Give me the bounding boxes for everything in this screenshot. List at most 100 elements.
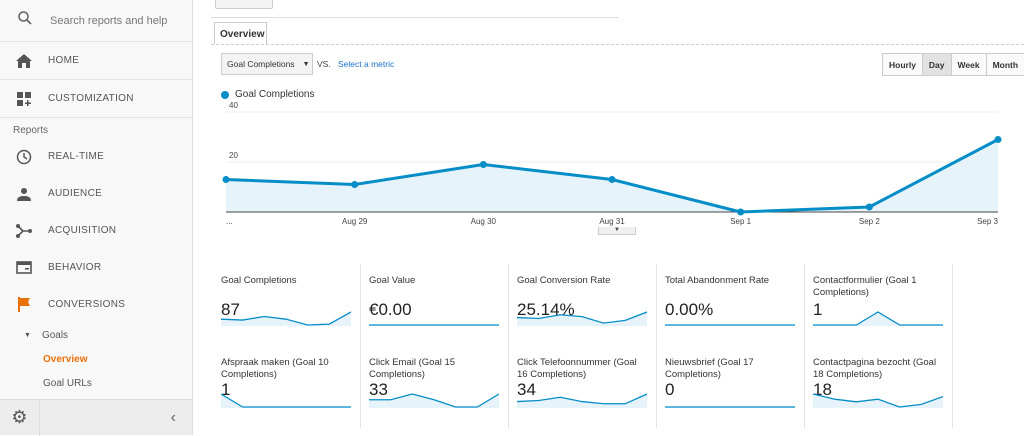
tab-overview[interactable]: Overview bbox=[214, 22, 267, 44]
scorecard-title: Goal Completions bbox=[221, 275, 297, 286]
nav-conversions[interactable]: CONVERSIONS bbox=[0, 286, 192, 323]
sparkline bbox=[369, 324, 499, 326]
metric-select[interactable]: Goal Completions ▼ bbox=[221, 53, 313, 75]
nav-label: REAL-TIME bbox=[48, 151, 105, 162]
scorecard[interactable]: Nieuwsbrief (Goal 17 Completions) 0 bbox=[657, 346, 805, 428]
sparkline-line bbox=[517, 311, 647, 324]
scorecard[interactable]: Afspraak maken (Goal 10 Completions) 1 bbox=[213, 346, 361, 428]
sparkline bbox=[369, 393, 499, 408]
collapse-icon[interactable]: ‹ bbox=[170, 408, 176, 426]
sparkline-fill bbox=[813, 312, 943, 326]
scorecard[interactable]: Goal Value €0.00 bbox=[361, 264, 509, 346]
caret-down-icon: ▼ bbox=[24, 331, 31, 339]
scorecard-value: 33 bbox=[369, 380, 388, 399]
reports-heading: Reports bbox=[13, 125, 49, 136]
scorecard[interactable]: Contactformulier (Goal 1 Completions) 1 bbox=[805, 264, 953, 346]
x-tick-label: ... bbox=[226, 217, 233, 226]
nav-goals-overview[interactable]: Overview bbox=[43, 353, 88, 365]
data-point bbox=[608, 176, 616, 183]
nav-label: CUSTOMIZATION bbox=[48, 93, 134, 104]
x-tick-label: Aug 30 bbox=[471, 217, 497, 226]
period-week[interactable]: Week bbox=[950, 54, 986, 75]
scorecard-title: Goal Value bbox=[369, 275, 416, 286]
scorecard[interactable]: Goal Completions 87 bbox=[213, 264, 361, 346]
period-day[interactable]: Day bbox=[921, 54, 951, 75]
sparkline bbox=[813, 393, 943, 408]
scorecard-title: Contactpagina bezocht (Goal 18 Completio… bbox=[813, 357, 937, 380]
acquisition-icon bbox=[5, 223, 43, 238]
nav-behavior[interactable]: BEHAVIOR bbox=[0, 249, 192, 286]
scorecard[interactable]: Total Abandonment Rate 0.00% bbox=[657, 264, 805, 346]
nav-acquisition[interactable]: ACQUISITION bbox=[0, 212, 192, 249]
nav-label: ACQUISITION bbox=[48, 225, 117, 236]
chart-legend: Goal Completions bbox=[221, 89, 314, 100]
scorecard[interactable]: Goal Conversion Rate 25.14% bbox=[509, 264, 657, 346]
legend-dot bbox=[221, 90, 229, 99]
nav-home[interactable]: HOME bbox=[0, 42, 192, 80]
period-hourly[interactable]: Hourly bbox=[883, 54, 922, 75]
search-bar[interactable]: Search reports and help bbox=[0, 0, 192, 42]
scorecard-value: 87 bbox=[221, 300, 240, 319]
sparkline-fill bbox=[221, 394, 351, 408]
chart-resize-handle[interactable]: ▼ bbox=[598, 227, 636, 235]
sparkline bbox=[665, 324, 795, 326]
data-point bbox=[737, 208, 745, 216]
x-tick-label: Sep 3 bbox=[977, 217, 998, 226]
sparkline bbox=[517, 393, 647, 408]
select-metric-link[interactable]: Select a metric bbox=[338, 59, 395, 69]
area-fill bbox=[226, 139, 998, 212]
top-button[interactable] bbox=[215, 0, 273, 9]
sparkline bbox=[221, 393, 351, 408]
scorecard-value: 0.00% bbox=[665, 300, 714, 319]
x-tick-label: Aug 29 bbox=[342, 217, 368, 226]
clock-icon bbox=[5, 149, 43, 165]
behavior-icon bbox=[5, 261, 43, 274]
line-chart: 40 20... Aug 29 Aug 30 Aug 31 Sep 1 Sep 2 Sep 3 bbox=[222, 101, 1002, 226]
search-icon bbox=[6, 10, 44, 31]
nav-goals[interactable]: ▼ Goals bbox=[0, 323, 192, 347]
period-toggle: Hourly Day Week Month bbox=[882, 53, 1024, 76]
metric-select-value: Goal Completions bbox=[227, 59, 295, 69]
scorecard-value: 18 bbox=[813, 380, 832, 399]
scorecard[interactable]: Click Email (Goal 15 Completions) 33 bbox=[361, 346, 509, 428]
nav-label: BEHAVIOR bbox=[48, 262, 102, 273]
sparkline bbox=[517, 311, 647, 326]
x-tick-label: Sep 2 bbox=[859, 217, 880, 226]
sidebar: Search reports and help HOME CUSTOMIZATI… bbox=[0, 0, 193, 436]
nav-label: Goals bbox=[41, 329, 69, 341]
sparkline-line bbox=[221, 393, 351, 408]
scorecard[interactable]: Contactpagina bezocht (Goal 18 Completio… bbox=[805, 346, 953, 428]
nav-audience[interactable]: AUDIENCE bbox=[0, 175, 192, 212]
nav-real-time[interactable]: REAL-TIME bbox=[0, 138, 192, 175]
legend-label: Goal Completions bbox=[235, 89, 315, 100]
nav-goal-urls[interactable]: Goal URLs bbox=[43, 377, 92, 389]
scorecard-title: Contactformulier (Goal 1 Completions) bbox=[813, 275, 917, 298]
flag-icon bbox=[5, 297, 43, 312]
nav-customization[interactable]: CUSTOMIZATION bbox=[0, 80, 192, 118]
sparkline-fill bbox=[517, 394, 647, 408]
gear-icon[interactable]: ⚙ bbox=[0, 399, 40, 436]
sparkline-fill bbox=[813, 394, 943, 408]
scorecard-value: 1 bbox=[813, 300, 823, 319]
scorecard-title: Afspraak maken (Goal 10 Completions) bbox=[221, 357, 329, 380]
period-month[interactable]: Month bbox=[985, 54, 1024, 75]
sparkline-line bbox=[369, 393, 499, 408]
x-tick-label: Aug 31 bbox=[599, 217, 625, 226]
scorecard-value: 1 bbox=[221, 380, 231, 399]
vs-label: VS. bbox=[317, 59, 331, 69]
sparkline-fill bbox=[517, 312, 647, 326]
home-icon bbox=[5, 53, 43, 68]
sparkline-line bbox=[813, 311, 943, 326]
sparkline-line bbox=[813, 393, 943, 408]
y-tick-label: 20 bbox=[229, 151, 238, 160]
scorecard-value: 34 bbox=[517, 380, 536, 399]
nav-label: CONVERSIONS bbox=[48, 299, 126, 310]
scorecard[interactable]: Click Telefoonnummer (Goal 16 Completion… bbox=[509, 346, 657, 428]
nav-label: AUDIENCE bbox=[48, 188, 103, 199]
main-content: Overview Goal Completions ▼ VS. Select a … bbox=[193, 0, 1024, 435]
scorecard-value: 0 bbox=[665, 380, 675, 399]
data-point bbox=[222, 176, 230, 183]
data-point bbox=[479, 161, 487, 168]
person-icon bbox=[5, 187, 43, 201]
nav-label: HOME bbox=[48, 55, 80, 66]
